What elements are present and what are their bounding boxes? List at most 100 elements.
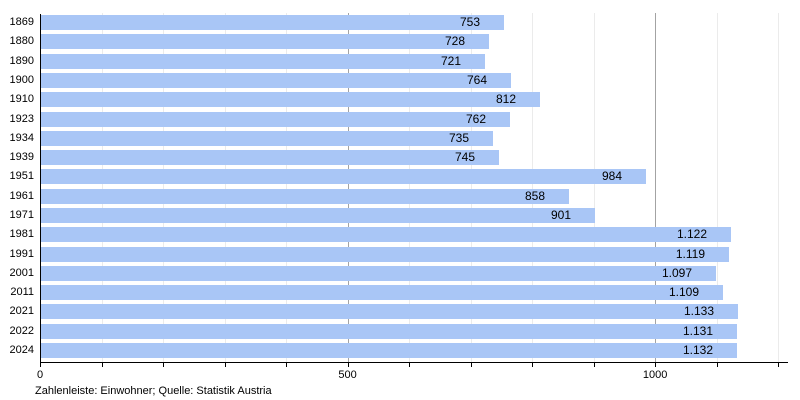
bar-row: 2001 1.097 xyxy=(0,264,788,283)
bar: 721 xyxy=(41,53,485,69)
bar-row: 1900 764 xyxy=(0,71,788,90)
x-axis-tick xyxy=(778,363,780,367)
value-label: 753 xyxy=(459,15,480,30)
year-label: 1880 xyxy=(9,35,34,48)
x-axis-tick xyxy=(40,363,41,367)
bar: 735 xyxy=(41,130,493,146)
bar: 728 xyxy=(41,34,489,50)
x-axis-tick xyxy=(224,363,226,367)
x-axis-tick xyxy=(163,363,165,367)
bar-row: 1971 901 xyxy=(0,206,788,225)
bar: 1.133 xyxy=(41,304,738,320)
bar-row: 2011 1.109 xyxy=(0,283,788,302)
year-label: 2001 xyxy=(9,266,34,279)
bar-row: 1880 728 xyxy=(0,32,788,51)
gridlines xyxy=(40,13,788,362)
x-axis-line: 0 500 1000 xyxy=(37,362,788,381)
gridline-minor xyxy=(286,13,288,362)
value-label: 1.131 xyxy=(682,323,713,338)
x-axis-tick xyxy=(470,363,472,367)
bar: 984 xyxy=(41,169,646,185)
gridline-minor xyxy=(101,13,103,362)
gridline-major xyxy=(655,13,657,362)
x-axis-tick-label: 500 xyxy=(338,369,357,381)
x-axis-tick xyxy=(409,363,411,367)
bar-row: 2024 1.132 xyxy=(0,341,788,360)
value-label: 1.119 xyxy=(675,246,705,261)
value-label: 1.109 xyxy=(668,285,699,300)
x-axis-tick xyxy=(347,363,349,367)
bar: 1.131 xyxy=(41,323,737,339)
bar: 1.132 xyxy=(41,342,737,358)
year-label: 2022 xyxy=(9,324,34,337)
year-label: 1934 xyxy=(9,131,34,144)
bar-row: 1923 762 xyxy=(0,109,788,128)
chart-caption: Zahlenleiste: Einwohner; Quelle: Statist… xyxy=(35,385,272,397)
bar-row: 1981 1.122 xyxy=(0,225,788,244)
value-label: 728 xyxy=(444,34,465,49)
value-label: 721 xyxy=(440,53,461,68)
bar-row: 1869 753 xyxy=(0,13,788,32)
year-label: 1910 xyxy=(9,93,34,106)
value-label: 1.132 xyxy=(682,342,713,357)
bar: 1.097 xyxy=(41,265,716,281)
year-label: 2024 xyxy=(9,343,34,356)
value-label: 745 xyxy=(454,150,475,165)
gridline-major xyxy=(347,13,349,362)
bar-row: 1890 721 xyxy=(0,52,788,71)
year-label: 1991 xyxy=(9,247,34,260)
bar: 1.109 xyxy=(41,285,723,301)
year-label: 1971 xyxy=(9,208,34,221)
bar: 753 xyxy=(41,15,504,31)
x-axis-tick xyxy=(532,363,534,367)
value-label: 901 xyxy=(550,207,571,222)
x-axis-tick-label: 0 xyxy=(36,369,44,381)
value-label: 1.133 xyxy=(683,304,714,319)
year-label: 1869 xyxy=(9,16,34,29)
value-label: 764 xyxy=(466,72,487,87)
bar: 1.119 xyxy=(41,246,729,262)
value-label: 984 xyxy=(601,169,622,184)
year-label: 1923 xyxy=(9,112,34,125)
x-axis-tick xyxy=(593,363,595,367)
x-axis-tick xyxy=(655,363,657,367)
gridline-minor xyxy=(716,13,718,362)
value-label: 858 xyxy=(524,188,545,203)
bar-row: 1910 812 xyxy=(0,90,788,109)
x-axis-tick xyxy=(286,363,288,367)
bar: 812 xyxy=(41,92,540,108)
x-axis-tick-label: 1000 xyxy=(642,369,668,381)
value-label: 812 xyxy=(495,92,516,107)
bar-row: 2021 1.133 xyxy=(0,302,788,321)
bar: 745 xyxy=(41,150,499,166)
bar: 901 xyxy=(41,207,595,223)
value-label: 1.122 xyxy=(676,227,707,242)
value-label: 735 xyxy=(448,130,469,145)
bar-row: 1939 745 xyxy=(0,148,788,167)
year-label: 1890 xyxy=(9,54,34,67)
bar-row: 2022 1.131 xyxy=(0,322,788,341)
bar-row: 1991 1.119 xyxy=(0,244,788,263)
year-label: 1981 xyxy=(9,228,34,241)
gridline-minor xyxy=(593,13,595,362)
bar: 1.122 xyxy=(41,227,731,243)
bar: 762 xyxy=(41,111,510,127)
gridline-minor xyxy=(532,13,534,362)
year-label: 1900 xyxy=(9,73,34,86)
x-axis-tick xyxy=(716,363,718,367)
y-axis-line xyxy=(40,14,41,362)
bar-row: 1951 984 xyxy=(0,167,788,186)
year-label: 2011 xyxy=(10,286,34,299)
gridline-minor xyxy=(470,13,472,362)
gridline-minor xyxy=(224,13,226,362)
gridline-minor xyxy=(163,13,165,362)
year-label: 1939 xyxy=(9,151,34,164)
bar: 764 xyxy=(41,72,511,88)
bar-row: 1934 735 xyxy=(0,129,788,148)
year-label: 1961 xyxy=(9,189,34,202)
bar-rows: 1869 753 1880 728 1890 721 1900 764 1910 812 1923 7… xyxy=(0,13,788,360)
year-label: 2021 xyxy=(9,305,34,318)
gridline-minor xyxy=(778,13,780,362)
gridline-minor xyxy=(409,13,411,362)
